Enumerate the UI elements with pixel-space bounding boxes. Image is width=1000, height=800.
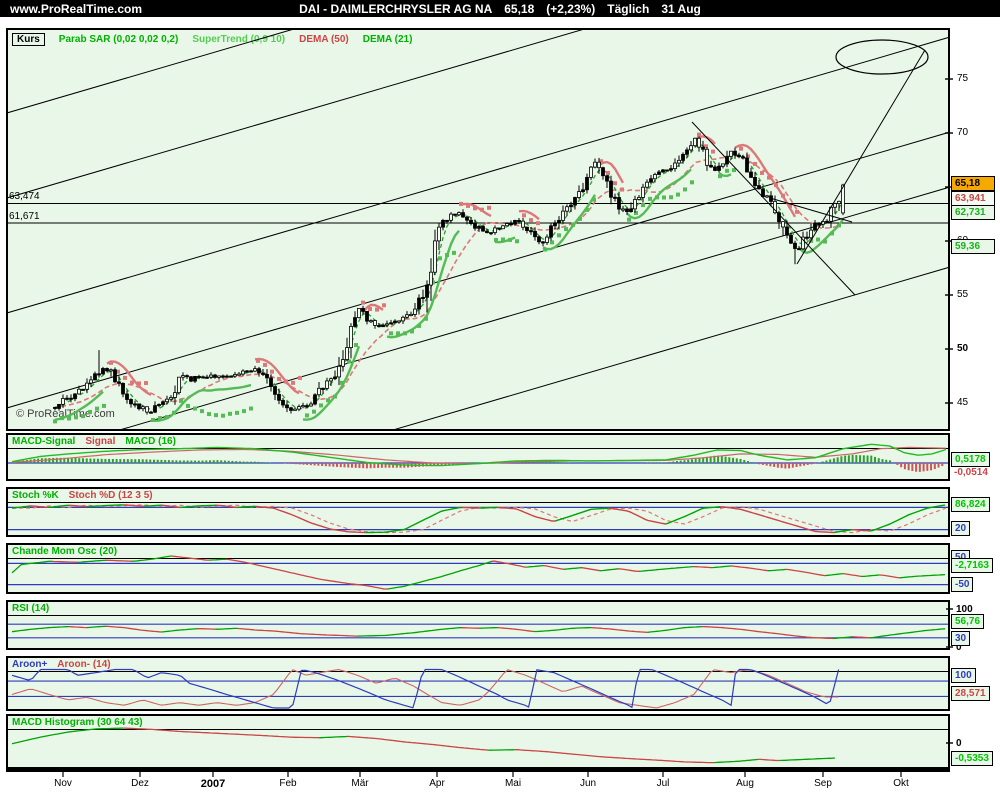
instrument-name: DAI - DAIMLERCHRYSLER AG NA (299, 2, 493, 16)
legend-item-1: SuperTrend (0,9 10) (192, 33, 286, 45)
indicator-header-chande: Chande Mom Osc (20) (8, 545, 948, 559)
value-badge-aroon-1: 28,571 (951, 686, 990, 701)
month-label-Apr[interactable]: Apr (429, 778, 445, 789)
month-label-Dez[interactable]: Dez (131, 778, 149, 789)
indicator-label-macd-2: MACD (16) (125, 436, 176, 447)
value-badge-stoch-1: 20 (951, 521, 971, 536)
indicator-panel-hist[interactable]: MACD Histogram (30 64 43) (6, 714, 950, 769)
level-label-0: 63,474 (9, 191, 40, 203)
last-price: 65,18 (504, 2, 535, 16)
value-label-hist-0: 0 (956, 738, 962, 749)
month-label-Feb[interactable]: Feb (279, 778, 297, 789)
price-tick-75: 75 (957, 73, 969, 84)
indicator-label-stoch-0: Stoch %K (12, 490, 59, 501)
timeframe-label: Täglich (607, 2, 650, 16)
value-label-rsi-0: 100 (956, 604, 973, 615)
indicator-label-aroon-1: Aroon- (14) (57, 659, 111, 670)
month-label-Aug[interactable]: Aug (736, 778, 754, 789)
indicator-panel-rsi[interactable]: RSI (14) (6, 600, 950, 650)
indicator-label-rsi-0: RSI (14) (12, 603, 50, 614)
value-badge-aroon-0: 100 (951, 668, 976, 683)
month-label-Okt[interactable]: Okt (893, 778, 909, 789)
level-label-1: 61,671 (9, 210, 40, 222)
indicator-label-macd-0: MACD-Signal (12, 436, 76, 447)
indicator-panel-chande[interactable]: Chande Mom Osc (20) (6, 543, 950, 594)
value-label-rsi-3: 0 (956, 642, 962, 653)
month-label-Mär[interactable]: Mär (351, 778, 369, 789)
price-badge-6518: 65,18 (951, 176, 995, 191)
price-badge-5936: 59,36 (951, 239, 995, 254)
month-label-Nov[interactable]: Nov (54, 778, 72, 789)
main-price-panel[interactable]: Kurs Parab SAR (0,02 0,02 0,2) SuperTrend … (6, 28, 950, 431)
value-badge-hist-1: -0,5353 (951, 751, 993, 766)
legend-item-2: DEMA (50) (299, 33, 349, 45)
title-bar: www.ProRealTime.com DAI - DAIMLERCHRYSLE… (0, 0, 1000, 17)
value-badge-rsi-2: 30 (951, 631, 971, 646)
indicator-header-hist: MACD Histogram (30 64 43) (8, 716, 948, 730)
indicator-label-aroon-0: Aroon+ (12, 659, 48, 670)
month-label-Sep[interactable]: Sep (814, 778, 832, 789)
value-badge-rsi-1: 56,76 (951, 614, 985, 629)
indicator-header-stoch: Stoch %K Stoch %D (12 3 5) (8, 489, 948, 503)
indicator-label-chande-0: Chande Mom Osc (20) (12, 546, 118, 557)
indicator-header-macd: MACD-Signal Signal MACD (16) (8, 435, 948, 449)
chart-title: DAI - DAIMLERCHRYSLER AG NA 65,18 (+2,23%)… (0, 2, 1000, 16)
indicator-panel-macd[interactable]: MACD-Signal Signal MACD (16) (6, 433, 950, 481)
month-label-2007[interactable]: 2007 (200, 778, 226, 790)
month-label-Jun[interactable]: Jun (579, 778, 597, 789)
price-badge-62731: 62,731 (951, 205, 995, 220)
price-change: (+2,23%) (546, 2, 596, 16)
watermark: © ProRealTime.com (16, 408, 115, 420)
value-badge-stoch-0: 86,824 (951, 497, 990, 512)
legend-item-3: DEMA (21) (362, 33, 413, 45)
indicator-panel-stoch[interactable]: Stoch %K Stoch %D (12 3 5) (6, 487, 950, 537)
indicator-panel-aroon[interactable]: Aroon+ Aroon- (14) (6, 656, 950, 711)
indicator-header-aroon: Aroon+ Aroon- (14) (8, 658, 948, 672)
prorealtime-site-link[interactable]: www.ProRealTime.com (10, 2, 143, 16)
value-badge-chande-1: -50 (951, 577, 974, 592)
indicator-header-rsi: RSI (14) (8, 602, 948, 616)
main-legend: Kurs Parab SAR (0,02 0,02 0,2) SuperTrend … (12, 32, 412, 46)
month-label-Jul[interactable]: Jul (656, 778, 670, 789)
price-tick-50: 50 (957, 343, 969, 354)
price-badge-63941: 63,941 (951, 191, 995, 206)
tab-kurs[interactable]: Kurs (12, 32, 45, 46)
price-tick-45: 45 (957, 397, 969, 408)
date-label: 31 Aug (661, 2, 701, 16)
value-label-macd-1: -0,0514 (954, 467, 988, 478)
month-label-Mai[interactable]: Mai (504, 778, 522, 789)
indicator-label-macd-1: Signal (85, 436, 116, 447)
legend-item-0: Parab SAR (0,02 0,02 0,2) (58, 33, 179, 45)
indicator-label-stoch-1: Stoch %D (12 3 5) (68, 490, 153, 501)
value-badge-chande-2: -2,7163 (951, 558, 993, 573)
indicator-label-hist-0: MACD Histogram (30 64 43) (12, 717, 143, 728)
price-tick-55: 55 (957, 289, 969, 300)
value-badge-macd-0: 0,5178 (951, 452, 990, 467)
price-tick-70: 70 (957, 127, 969, 138)
